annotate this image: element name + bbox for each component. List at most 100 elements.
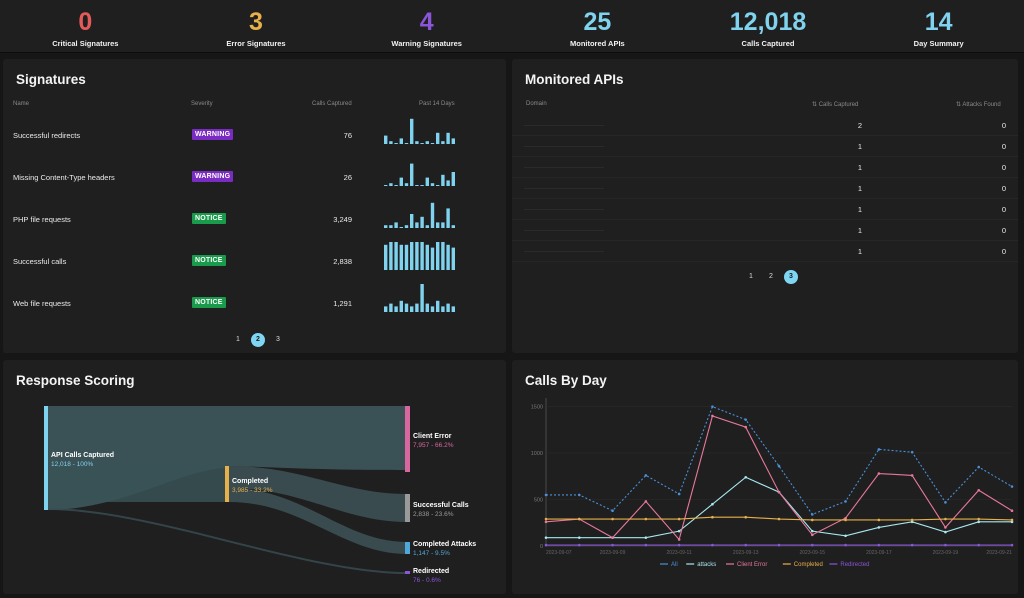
- spark-bar: [394, 222, 398, 228]
- spark-bar: [441, 222, 445, 228]
- node-redirected[interactable]: [405, 571, 410, 574]
- spark-bar: [420, 284, 424, 312]
- column-header-severity[interactable]: Severity: [191, 101, 213, 107]
- column-header-calls-captured[interactable]: ⇅ Calls Captured: [812, 101, 858, 108]
- signature-name: Web file requests: [13, 299, 71, 308]
- series-line-client-error: [545, 415, 1013, 541]
- data-point: [677, 517, 681, 521]
- spark-bar: [441, 306, 445, 312]
- data-point: [910, 450, 914, 454]
- response-scoring-panel: Response Scoring API Calls Captured 12,0…: [3, 360, 506, 594]
- legend-label: Redirected: [840, 562, 869, 568]
- calls-captured-value: 26: [343, 173, 352, 182]
- node-completed-attacks[interactable]: [405, 542, 410, 554]
- signature-name: PHP file requests: [13, 215, 71, 224]
- stat-label: Warning Signatures: [391, 39, 462, 48]
- page-button-3[interactable]: 3: [276, 336, 280, 343]
- node-completed[interactable]: [225, 466, 229, 502]
- page-button-2[interactable]: 2: [251, 333, 265, 347]
- stat-monitored-apis[interactable]: 25 Monitored APIs: [512, 0, 683, 52]
- spark-bar: [451, 172, 455, 186]
- x-tick-label: 2023-09-17: [866, 550, 892, 556]
- page-button-3[interactable]: 3: [784, 270, 798, 284]
- legend-item-completed[interactable]: Completed: [782, 562, 823, 568]
- data-point: [677, 492, 681, 496]
- stats-bar: 0 Critical Signatures 3 Error Signatures…: [0, 0, 1024, 53]
- spark-bar: [425, 244, 429, 270]
- spark-bar: [384, 185, 388, 186]
- legend-item-client-error[interactable]: Client Error: [726, 562, 767, 568]
- column-header-domain[interactable]: Domain: [526, 101, 547, 107]
- spark-bar: [404, 225, 409, 228]
- data-point: [611, 509, 614, 512]
- domain-placeholder: [524, 188, 604, 189]
- page-button-1[interactable]: 1: [749, 273, 753, 280]
- legend-item-attacks[interactable]: attacks: [686, 562, 716, 568]
- data-point: [977, 543, 981, 547]
- spark-bar: [441, 174, 445, 186]
- spark-bar: [415, 303, 419, 312]
- stat-label: Day Summary: [913, 39, 964, 48]
- stat-error-signatures[interactable]: 3 Error Signatures: [171, 0, 342, 52]
- spark-bar: [451, 306, 455, 312]
- spark-bar: [410, 118, 414, 144]
- data-point: [844, 534, 847, 538]
- column-header-calls[interactable]: Calls Captured: [312, 101, 352, 107]
- spark-bar: [430, 247, 435, 270]
- page-button-2[interactable]: 2: [769, 273, 773, 280]
- spark-bar: [384, 306, 388, 312]
- column-header-name[interactable]: Name: [13, 101, 30, 107]
- column-header-attacks-found[interactable]: ⇅ Attacks Found: [956, 101, 1001, 108]
- spark-bar: [425, 141, 429, 144]
- x-tick-label: 2023-09-21: [986, 550, 1012, 556]
- spark-bar: [451, 225, 455, 228]
- stat-calls-captured[interactable]: 12,018 Calls Captured: [683, 0, 854, 52]
- calls-by-day-panel: Calls By Day 0 500 1000 1500 2023-09-07 2023-…: [512, 360, 1018, 594]
- stat-day-summary[interactable]: 14 Day Summary: [853, 0, 1024, 52]
- node-api-calls-captured[interactable]: [44, 406, 48, 510]
- node-client-error[interactable]: [405, 406, 410, 472]
- data-point: [544, 493, 548, 497]
- spark-bar: [394, 242, 398, 270]
- spark-bar: [446, 208, 450, 228]
- data-point: [844, 516, 847, 520]
- page-button-1[interactable]: 1: [236, 336, 240, 343]
- calls-by-day-chart: 0 500 1000 1500 2023-09-07 2023-09-09 2023-09-…: [531, 398, 1014, 568]
- attacks-found-value: 0: [1001, 163, 1006, 172]
- spark-bar: [394, 185, 398, 186]
- data-point: [810, 513, 814, 516]
- panel-title: Calls By Day: [525, 373, 607, 388]
- legend-item-all[interactable]: All: [660, 562, 678, 568]
- spark-bar: [420, 242, 424, 270]
- stat-label: Calls Captured: [741, 39, 795, 48]
- y-tick-label: 0: [540, 544, 543, 550]
- sparkline: [384, 202, 455, 228]
- node-sub: 1,147 - 9.5%: [413, 550, 450, 557]
- severity-badge: WARNING: [192, 129, 234, 140]
- stat-critical-signatures[interactable]: 0 Critical Signatures: [0, 0, 171, 52]
- spark-bar: [389, 225, 393, 228]
- severity-badge: NOTICE: [192, 297, 226, 308]
- data-point: [944, 501, 947, 504]
- node-successful-calls[interactable]: [405, 494, 410, 522]
- monitored-apis-panel: Monitored APIs Domain ⇅ Calls Captured ⇅…: [512, 59, 1018, 353]
- data-point: [877, 448, 881, 451]
- signature-name: Missing Content-Type headers: [13, 173, 115, 182]
- spark-bar: [389, 183, 393, 186]
- stat-label: Monitored APIs: [569, 39, 625, 48]
- node-label: Redirected: [413, 568, 449, 575]
- spark-bar: [430, 306, 435, 312]
- legend-item-redirected[interactable]: Redirected: [829, 562, 869, 568]
- data-point: [777, 490, 781, 494]
- data-point: [644, 500, 648, 503]
- spark-bar: [399, 244, 403, 270]
- stat-warning-signatures[interactable]: 4 Warning Signatures: [341, 0, 512, 52]
- data-point: [544, 543, 548, 547]
